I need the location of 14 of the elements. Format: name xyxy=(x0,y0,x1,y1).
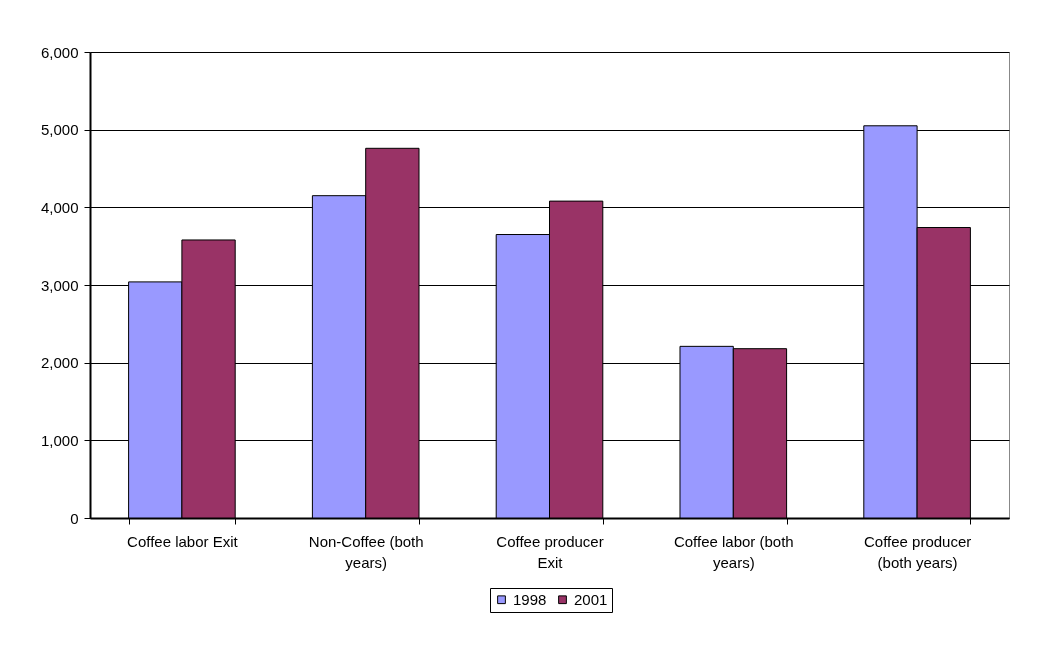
y-tick-label: 6,000 xyxy=(40,43,79,61)
x-tick-label: Coffee labor (both years) xyxy=(673,532,794,571)
x-tick-label: Coffee producer (both years) xyxy=(863,532,972,571)
x-tick-label: Non-Coffee (both years) xyxy=(308,532,424,571)
x-tick-label: Coffee producer Exit xyxy=(496,532,604,571)
legend-label: 2001 xyxy=(574,590,608,608)
y-tick-label: 4,000 xyxy=(40,198,79,216)
y-tick-label: 2,000 xyxy=(40,354,79,372)
y-tick-label: 1,000 xyxy=(40,431,79,449)
y-tick-label: 5,000 xyxy=(40,121,79,139)
y-tick-label: 0 xyxy=(70,509,79,527)
x-tick-label: Coffee labor Exit xyxy=(127,532,239,550)
y-tick-label: 3,000 xyxy=(40,276,79,294)
legend-label: 1998 xyxy=(513,590,547,608)
